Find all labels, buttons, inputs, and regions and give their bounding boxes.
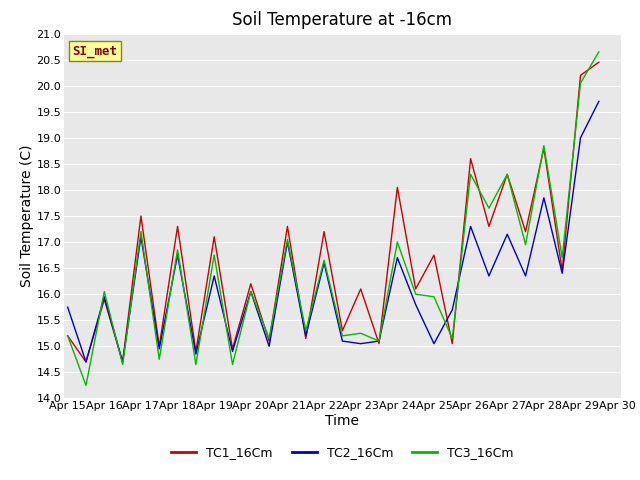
Legend: TC1_16Cm, TC2_16Cm, TC3_16Cm: TC1_16Cm, TC2_16Cm, TC3_16Cm bbox=[166, 441, 518, 464]
Y-axis label: Soil Temperature (C): Soil Temperature (C) bbox=[20, 145, 34, 287]
X-axis label: Time: Time bbox=[325, 414, 360, 428]
Text: SI_met: SI_met bbox=[72, 45, 117, 58]
Title: Soil Temperature at -16cm: Soil Temperature at -16cm bbox=[232, 11, 452, 29]
